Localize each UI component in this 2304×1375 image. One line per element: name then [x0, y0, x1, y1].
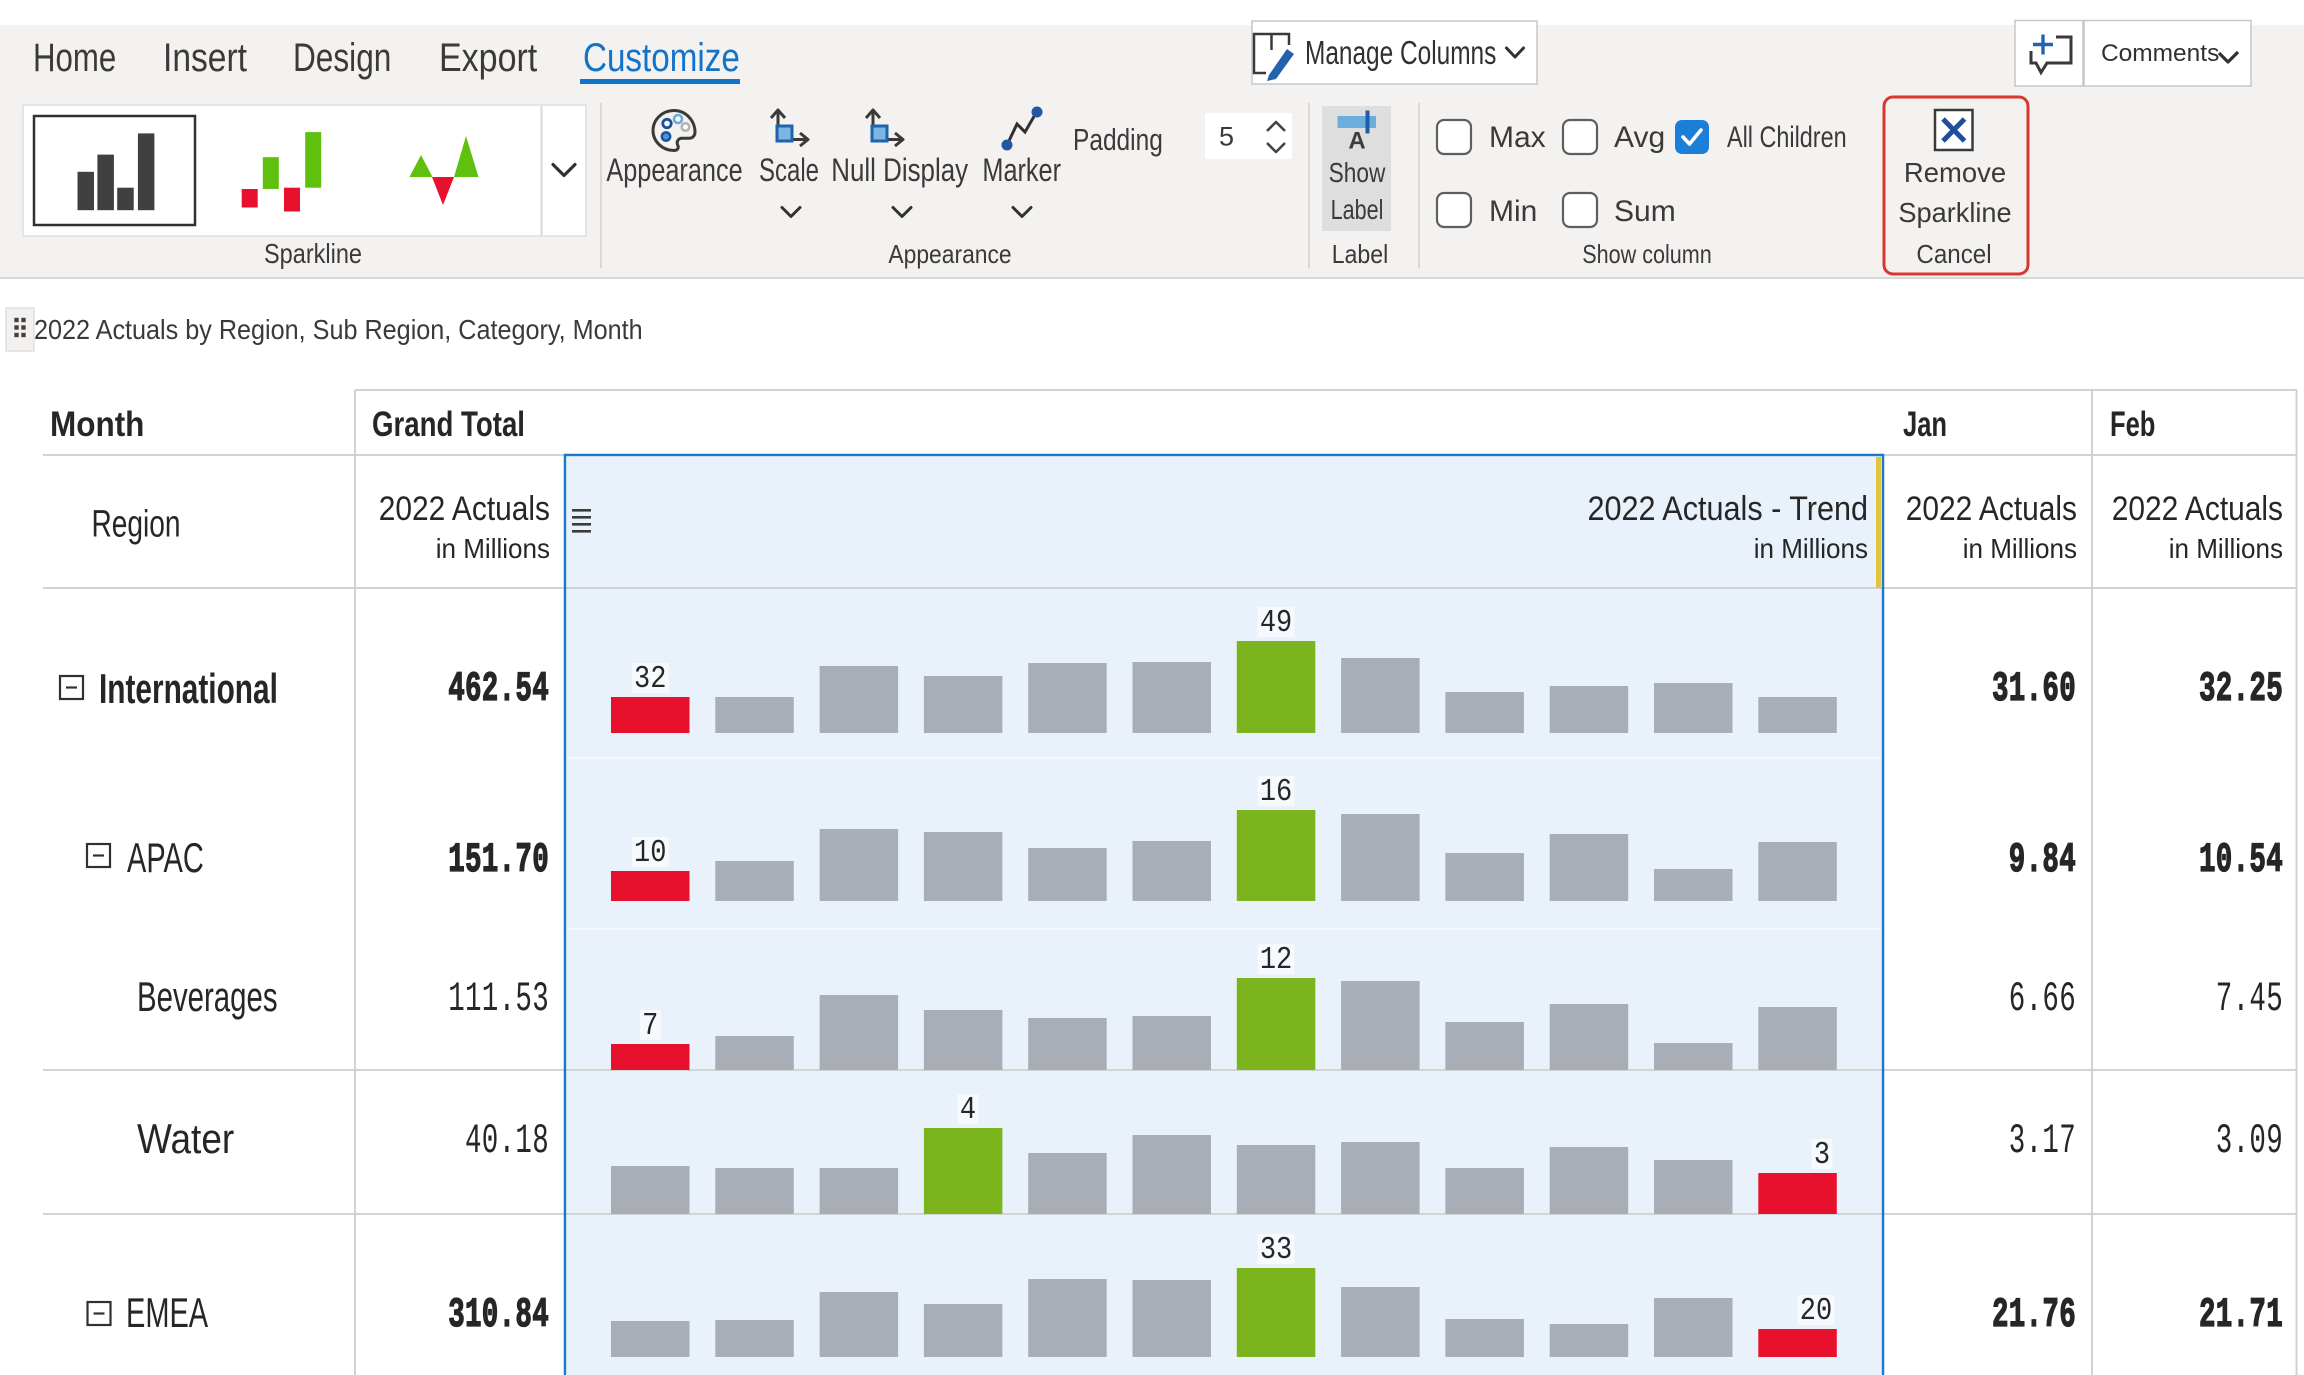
svg-text:Marker: Marker [982, 153, 1061, 189]
svg-text:Water: Water [137, 1116, 234, 1163]
svg-text:All Children: All Children [1727, 120, 1847, 153]
svg-text:Remove: Remove [1904, 157, 2006, 188]
svg-text:Home: Home [33, 35, 116, 80]
svg-text:3.17: 3.17 [2009, 1118, 2076, 1165]
svg-text:9.84: 9.84 [2009, 837, 2076, 884]
svg-text:3.09: 3.09 [2216, 1118, 2283, 1165]
svg-text:in Millions: in Millions [1963, 533, 2077, 564]
svg-text:21.76: 21.76 [1992, 1292, 2076, 1339]
svg-text:151.70: 151.70 [448, 837, 549, 884]
svg-text:International: International [99, 665, 278, 712]
svg-text:2022 Actuals by Region, Sub Re: 2022 Actuals by Region, Sub Region, Cate… [34, 314, 643, 346]
svg-text:Jan: Jan [1903, 405, 1947, 444]
svg-text:5: 5 [1219, 122, 1234, 152]
svg-text:16: 16 [1260, 774, 1292, 809]
svg-text:Export: Export [439, 34, 538, 79]
svg-text:3: 3 [1814, 1137, 1830, 1172]
svg-text:Comments: Comments [2101, 40, 2219, 67]
svg-text:Show: Show [1329, 158, 1386, 189]
svg-text:462.54: 462.54 [448, 666, 549, 713]
svg-text:Region: Region [92, 504, 181, 546]
svg-text:31.60: 31.60 [1992, 666, 2076, 713]
svg-text:EMEA: EMEA [126, 1289, 208, 1337]
svg-text:Avg: Avg [1614, 121, 1665, 154]
svg-text:Sparkline: Sparkline [1898, 197, 2011, 228]
svg-text:10: 10 [634, 835, 666, 870]
svg-text:Appearance: Appearance [606, 153, 742, 189]
svg-text:Padding: Padding [1073, 122, 1163, 156]
svg-text:Appearance: Appearance [888, 241, 1011, 270]
svg-text:33: 33 [1260, 1232, 1292, 1267]
svg-text:Null Display: Null Display [831, 154, 968, 189]
svg-text:Sparkline: Sparkline [264, 239, 362, 269]
svg-text:Month: Month [50, 406, 144, 445]
svg-text:Label: Label [1332, 241, 1389, 270]
svg-text:6.66: 6.66 [2009, 976, 2076, 1023]
svg-text:21.71: 21.71 [2199, 1292, 2283, 1339]
svg-text:7: 7 [642, 1008, 658, 1043]
svg-text:Manage Columns: Manage Columns [1305, 36, 1496, 72]
svg-text:20: 20 [1800, 1293, 1832, 1328]
svg-text:Show column: Show column [1582, 240, 1711, 269]
svg-text:Grand Total: Grand Total [372, 404, 525, 444]
svg-text:2022 Actuals - Trend: 2022 Actuals - Trend [1587, 490, 1868, 528]
svg-text:2022 Actuals: 2022 Actuals [379, 489, 550, 527]
svg-text:Feb: Feb [2110, 405, 2155, 444]
svg-text:Insert: Insert [163, 35, 247, 79]
svg-text:111.53: 111.53 [448, 976, 549, 1023]
svg-text:32.25: 32.25 [2199, 666, 2283, 713]
svg-text:Label: Label [1331, 194, 1384, 225]
svg-text:in Millions: in Millions [1754, 533, 1868, 564]
svg-text:32: 32 [634, 661, 666, 696]
svg-text:Scale: Scale [759, 152, 819, 188]
svg-text:in Millions: in Millions [2169, 533, 2283, 564]
svg-text:2022 Actuals: 2022 Actuals [1906, 489, 2077, 527]
svg-text:10.54: 10.54 [2199, 837, 2283, 884]
svg-text:Sum: Sum [1614, 195, 1676, 228]
svg-text:49: 49 [1260, 605, 1292, 640]
svg-text:2022 Actuals: 2022 Actuals [2112, 489, 2283, 527]
svg-text:A: A [1348, 128, 1365, 155]
svg-text:Min: Min [1489, 195, 1537, 228]
svg-text:12: 12 [1260, 942, 1292, 977]
svg-text:40.18: 40.18 [465, 1118, 549, 1165]
svg-text:Cancel: Cancel [1916, 240, 1991, 269]
svg-text:in Millions: in Millions [436, 533, 550, 564]
svg-text:Customize: Customize [583, 35, 740, 80]
svg-text:7.45: 7.45 [2216, 976, 2283, 1023]
svg-text:Design: Design [293, 34, 391, 79]
svg-text:Beverages: Beverages [137, 973, 278, 1021]
svg-text:4: 4 [960, 1092, 976, 1127]
svg-text:Max: Max [1489, 121, 1546, 154]
svg-text:310.84: 310.84 [448, 1292, 549, 1339]
svg-text:APAC: APAC [127, 834, 204, 882]
